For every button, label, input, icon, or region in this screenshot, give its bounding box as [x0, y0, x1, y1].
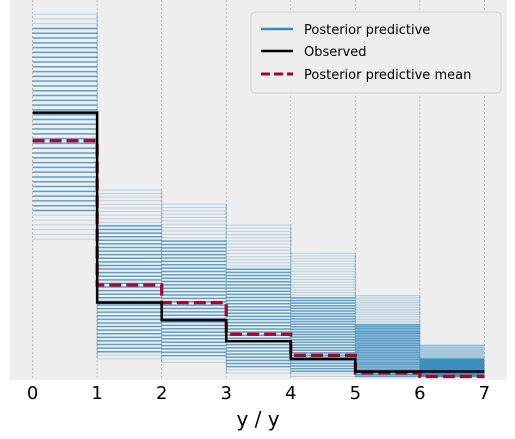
x-tick-label: 3: [221, 383, 232, 404]
x-axis-label: y / y: [236, 407, 279, 431]
x-tick-label: 1: [91, 383, 102, 404]
legend: Posterior predictive Observed Posterior …: [250, 11, 502, 94]
x-tick-label: 0: [27, 383, 38, 404]
legend-box: [250, 11, 502, 94]
observed-layer: [32, 111, 485, 373]
legend-label-posterior-predictive: Posterior predictive: [304, 23, 430, 38]
x-ticks-layer: 0 1 2 3 4 5 6 7: [27, 383, 490, 404]
legend-label-observed: Observed: [304, 45, 367, 60]
legend-label-posterior-predictive-mean: Posterior predictive mean: [304, 68, 471, 83]
x-tick-label: 6: [414, 383, 425, 404]
posterior-mean-layer: [32, 139, 485, 379]
x-tick-label: 2: [156, 383, 167, 404]
x-tick-label: 4: [285, 383, 296, 404]
posterior-predictive-mean-line: [32, 139, 485, 379]
x-tick-label: 5: [350, 383, 361, 404]
x-tick-label: 7: [479, 383, 490, 404]
observed-line: [32, 111, 485, 373]
